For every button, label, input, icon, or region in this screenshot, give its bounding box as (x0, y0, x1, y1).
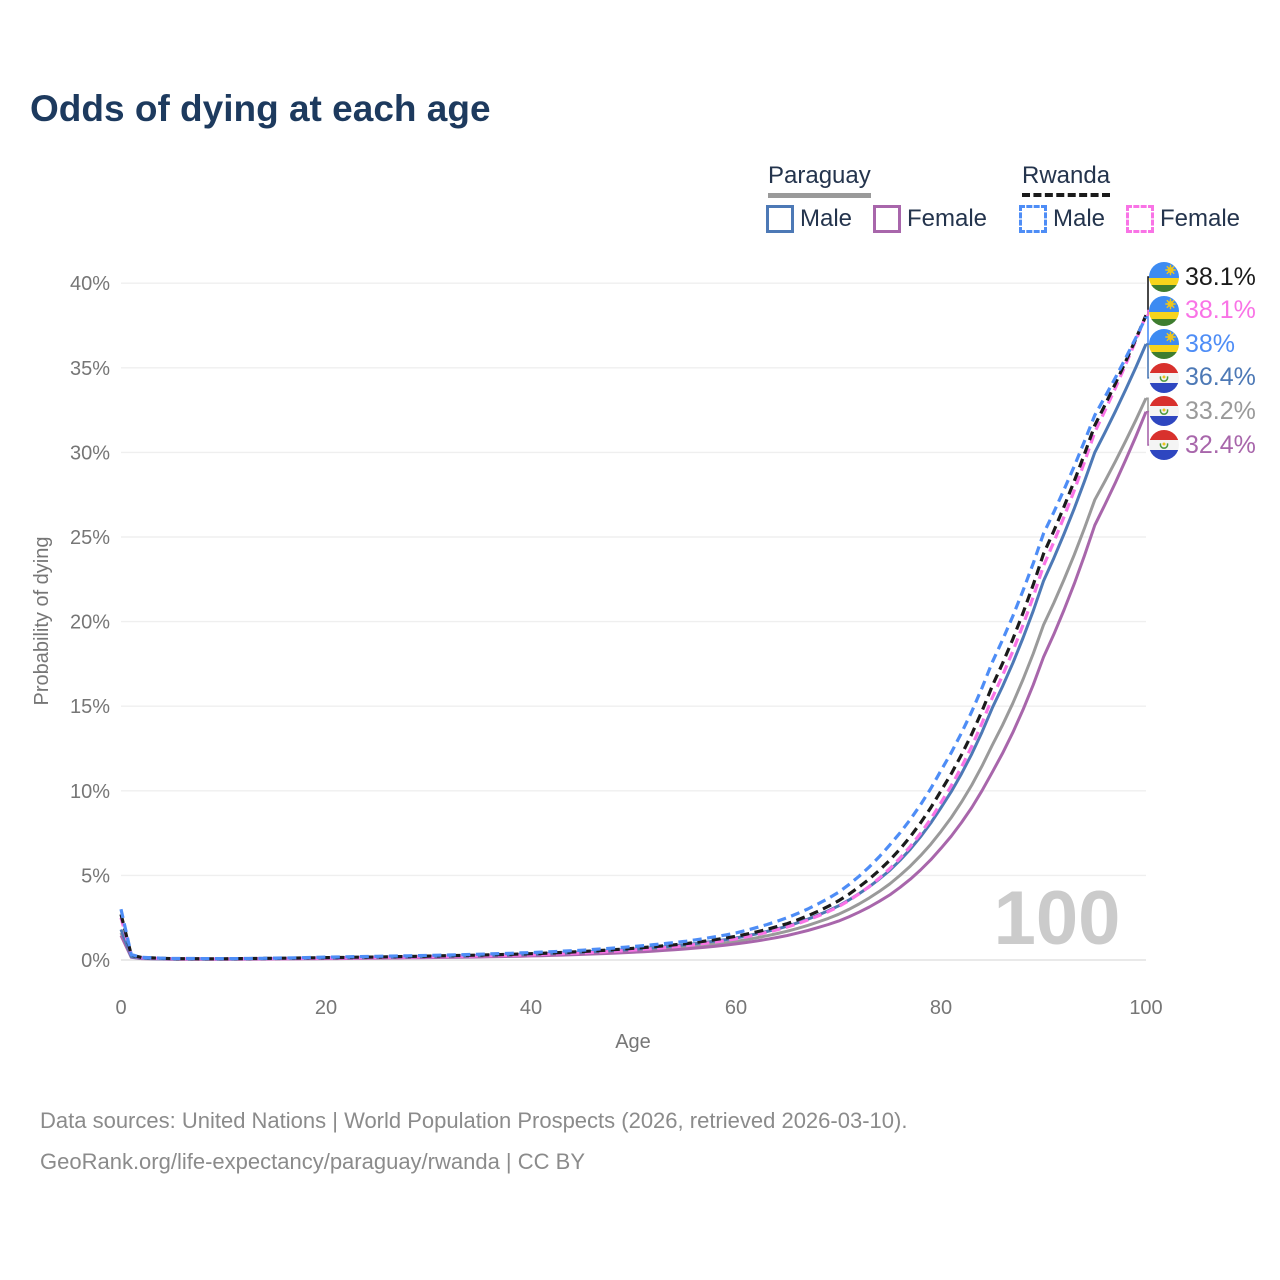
y-tick-label: 10% (70, 781, 110, 803)
legend-label: Male (1053, 205, 1106, 232)
end-label: 38.1% (1149, 262, 1256, 292)
end-label: 36.4% (1149, 362, 1256, 393)
y-tick-label: 20% (70, 612, 110, 634)
rwanda-flag-icon (1149, 295, 1179, 326)
legend-group-paraguay-header: Paraguay (768, 162, 871, 203)
x-tick-label: 80 (930, 997, 952, 1019)
y-tick-label: 15% (70, 696, 110, 718)
paraguay-line-style-sample (768, 193, 871, 198)
legend-item-rwanda-female: Female (1126, 205, 1240, 233)
rwanda-flag-icon (1149, 262, 1179, 292)
x-tick-label: 40 (520, 997, 542, 1019)
end-label-value: 38.1% (1185, 296, 1256, 325)
chart-watermark: 100 (994, 876, 1121, 961)
series-line-rwanda-both-sexes (119, 314, 1148, 961)
paraguay-male-swatch-icon (766, 205, 794, 233)
y-tick-label: 5% (81, 865, 110, 887)
y-tick-label: 0% (81, 950, 110, 972)
rwanda-female-swatch-icon (1126, 205, 1154, 233)
end-label-value: 38% (1185, 329, 1236, 358)
legend-country-rwanda: Rwanda (1022, 162, 1111, 189)
legend-item-paraguay-male: Male (766, 205, 852, 233)
end-label: 33.2% (1149, 396, 1256, 427)
y-tick-label: 35% (70, 358, 110, 380)
y-axis-title: Probability of dying (31, 537, 53, 706)
paraguay-flag-icon (1149, 362, 1179, 393)
end-label: 32.4% (1149, 430, 1256, 460)
x-tick-label: 60 (725, 997, 747, 1019)
paraguay-flag-icon (1149, 396, 1179, 427)
end-label-value: 38.1% (1185, 262, 1256, 291)
x-tick-label: 0 (115, 997, 126, 1019)
page-title: Odds of dying at each age (30, 88, 491, 129)
y-tick-label: 30% (70, 442, 110, 464)
series-line-paraguay-male (119, 343, 1148, 961)
end-label: 38% (1149, 329, 1236, 360)
legend-item-paraguay-female: Female (873, 205, 987, 233)
legend-item-rwanda-male: Male (1019, 205, 1105, 233)
y-tick-label: 25% (70, 527, 110, 549)
legend-label: Male (800, 205, 853, 232)
end-label: 38.1% (1149, 295, 1256, 326)
rwanda-male-swatch-icon (1019, 205, 1047, 233)
y-tick-label: 40% (70, 273, 110, 295)
series-line-paraguay-female (119, 411, 1148, 961)
legend-country-paraguay: Paraguay (768, 162, 871, 189)
paraguay-female-swatch-icon (873, 205, 901, 233)
x-tick-label: 100 (1129, 997, 1162, 1019)
x-axis-title: Age (615, 1031, 651, 1053)
end-label-value: 36.4% (1185, 363, 1256, 392)
series-line-rwanda-male (119, 316, 1148, 961)
paraguay-flag-icon (1149, 430, 1179, 460)
end-label-value: 33.2% (1185, 396, 1256, 425)
rwanda-flag-icon (1149, 329, 1179, 360)
legend-group-rwanda-header: Rwanda (1022, 162, 1111, 202)
rwanda-line-style-sample (1022, 193, 1111, 197)
legend-label: Female (907, 205, 988, 232)
footer-attribution: GeoRank.org/life-expectancy/paraguay/rwa… (40, 1149, 585, 1174)
x-tick-label: 20 (315, 997, 337, 1019)
footer-sources: Data sources: United Nations | World Pop… (40, 1108, 908, 1133)
end-label-value: 32.4% (1185, 430, 1256, 459)
series-line-rwanda-female (119, 314, 1148, 961)
legend-label: Female (1160, 205, 1241, 232)
